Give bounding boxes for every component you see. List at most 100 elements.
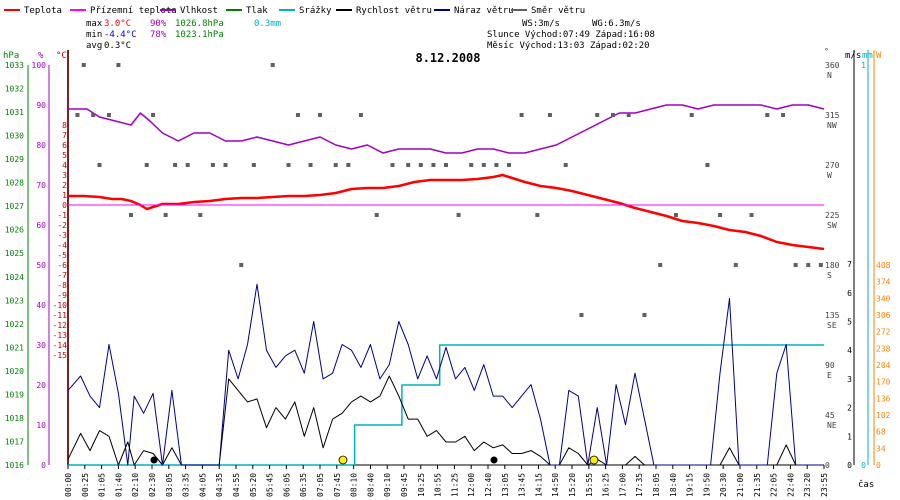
direction-tick: 0 [825, 461, 830, 470]
pressure-tick: 1018 [5, 414, 24, 423]
direction-tick: 270 [825, 161, 840, 170]
wind-direction-point [579, 313, 584, 317]
humidity-tick: 50 [36, 261, 46, 270]
x-tick-label: 23:20 [803, 473, 812, 497]
solar-tick: 340 [876, 294, 891, 303]
x-tick-label: 15:55 [585, 473, 594, 497]
x-tick-label: 08:10 [350, 473, 359, 497]
temperature-tick: 0 [62, 201, 67, 210]
wind-direction-point [547, 113, 552, 117]
x-tick-label: 10:55 [434, 473, 443, 497]
solar-tick: 408 [876, 261, 891, 270]
x-axis: 00:00 00:25 01:05 01:40 02:10 02:30 03:05 03:35… [64, 465, 874, 497]
pressure-tick: 1031 [5, 108, 24, 117]
stats-min-label: min [86, 30, 102, 40]
pressure-tick: 1027 [5, 202, 24, 211]
x-tick-label: 11:25 [450, 473, 459, 497]
stats-avg-temp: 0.3°C [104, 41, 131, 51]
x-tick-label: 16:25 [602, 473, 611, 497]
wind-tick: 5 [847, 318, 852, 327]
x-tick-label: 09:45 [400, 473, 409, 497]
x-tick-label: 03:05 [165, 473, 174, 497]
wind-tick: 4 [847, 346, 852, 355]
humidity-tick: 90 [36, 101, 46, 110]
direction-tick: 135 [825, 311, 840, 320]
x-tick-label: 13:45 [518, 473, 527, 497]
x-tick-label: 17:35 [635, 473, 644, 497]
temperature-tick: -12 [53, 321, 68, 330]
wind-direction-point [418, 163, 423, 167]
wind-direction-point [705, 163, 710, 167]
x-tick-label: 05:45 [266, 473, 275, 497]
wind-tick: 0 [847, 461, 852, 470]
wind-direction-point [223, 163, 228, 167]
solar-tick: 0 [876, 461, 881, 470]
legend-label-2: Vlhkost [180, 6, 218, 16]
humidity-tick: 20 [36, 381, 46, 390]
x-tick-label: 23:55 [820, 473, 829, 497]
pressure-tick: 1032 [5, 85, 24, 94]
direction-label: SW [827, 221, 837, 230]
x-tick-label: 21:00 [736, 473, 745, 497]
wind-direction-point [239, 263, 244, 267]
wind-direction-point [818, 263, 823, 267]
x-tick-label: 06:05 [282, 473, 291, 497]
direction-tick: 360 [825, 61, 840, 70]
x-tick-label: 07:45 [333, 473, 342, 497]
direction-label: NE [827, 421, 837, 430]
wind-direction-point [97, 163, 102, 167]
x-tick-label: 19:15 [686, 473, 695, 497]
x-tick-label: 17:00 [618, 473, 627, 497]
temperature-tick: 3 [62, 171, 67, 180]
wind-tick: 6 [847, 289, 852, 298]
pressure-tick: 1025 [5, 249, 24, 258]
wind-direction-point [431, 163, 436, 167]
x-tick-label: 04:35 [215, 473, 224, 497]
solar-tick: 204 [876, 361, 891, 370]
wind-direction-point [129, 213, 133, 217]
wind-direction-point [765, 113, 770, 117]
stats-min-temp: -4.4°C [104, 30, 137, 40]
wind-direction-point [749, 213, 754, 217]
wind-direction-point [626, 113, 631, 117]
series-line-n-raz-v-tru [67, 283, 824, 466]
direction-tick: 315 [825, 111, 840, 120]
direction-axis-unit: ° [824, 47, 829, 56]
x-tick-label: 06:35 [299, 473, 308, 497]
wind-direction-point [333, 163, 338, 167]
pressure-tick: 1033 [5, 61, 24, 70]
wind-direction-point [718, 213, 723, 217]
temperature-tick: 8 [62, 121, 67, 130]
wind-direction-point [469, 163, 474, 167]
wind-direction-point [210, 163, 215, 167]
direction-label: W [827, 171, 832, 180]
wind-direction-point [251, 163, 256, 167]
temperature-tick: -11 [53, 311, 68, 320]
stats-max-temp: 3.0°C [104, 19, 131, 29]
direction-tick: 225 [825, 211, 840, 220]
direction-label: SE [827, 321, 837, 330]
info-wg: WG:6.3m/s [592, 19, 641, 29]
humidity-tick: 60 [36, 221, 46, 230]
wind-axis-unit: m/s [845, 51, 861, 61]
wind-direction-point [116, 63, 121, 67]
direction-tick: 180 [825, 261, 840, 270]
solar-tick: 170 [876, 378, 891, 387]
wind-direction-point [658, 263, 663, 267]
x-tick-label: 15:20 [568, 473, 577, 497]
stats-max-label: max [86, 19, 103, 29]
info-block: WS:3m/s WG:6.3m/s Slunce Východ:07:49 Zá… [487, 19, 655, 51]
series [67, 63, 825, 466]
wind-direction-point [308, 163, 313, 167]
x-tick-label: 14:15 [534, 473, 543, 497]
solar-tick: 102 [876, 411, 891, 420]
series-line-vlhkost [68, 104, 825, 154]
wind-direction-point [163, 213, 168, 217]
humidity-tick: 40 [36, 301, 46, 310]
wind-direction-point [673, 213, 678, 217]
x-tick-label: 00:25 [81, 473, 90, 497]
direction-label: N [827, 71, 832, 80]
temperature-tick: -15 [53, 351, 68, 360]
x-tick-label: 10:25 [417, 473, 426, 497]
